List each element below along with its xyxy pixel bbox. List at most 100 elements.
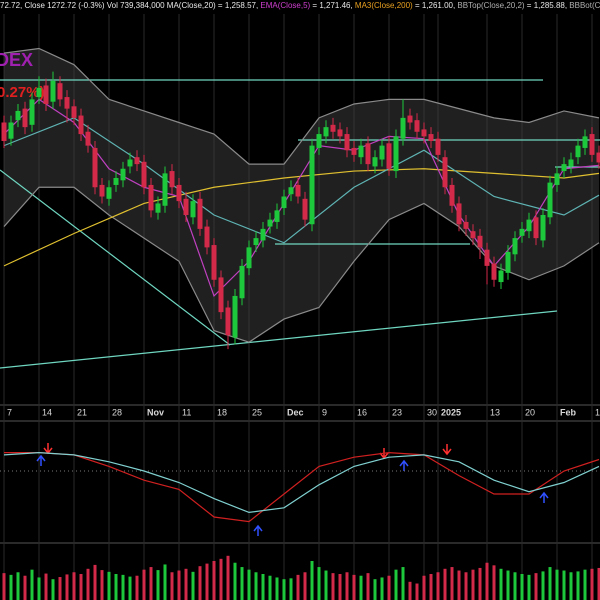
volume-bar	[30, 569, 34, 600]
volume-bar	[191, 571, 195, 600]
candle-body	[596, 152, 600, 163]
volume-bar	[261, 574, 265, 600]
header-segment: 72.72, Close 1272.72 (-0.3%) Vol 739,384…	[0, 1, 167, 10]
volume-bar	[51, 579, 55, 600]
volume-bar	[247, 569, 251, 600]
candle-body	[169, 171, 175, 188]
candle-body	[85, 131, 91, 146]
volume-bar	[79, 574, 83, 600]
volume-bar	[65, 574, 69, 600]
candle-body	[106, 187, 112, 199]
buy-arrow	[539, 491, 549, 503]
volume-bar	[366, 573, 370, 600]
candle-body	[127, 159, 133, 167]
volume-bar	[583, 569, 587, 600]
candle-body	[428, 134, 434, 141]
header-segment: = 1,261.00,	[413, 1, 458, 10]
indicator-line	[3, 186, 600, 343]
candle-body	[134, 157, 140, 165]
header-segment: MA(Close,20)	[167, 1, 216, 10]
candle-body	[547, 182, 553, 218]
candle-body	[232, 295, 238, 338]
candle-body	[470, 231, 476, 239]
volume-bar	[37, 577, 41, 600]
candle-body	[379, 145, 385, 160]
candle-body	[449, 184, 455, 206]
candle-body	[29, 99, 35, 125]
volume-bar	[275, 577, 279, 600]
trend-line	[0, 310, 558, 369]
x-tick-label: Dec	[287, 407, 304, 417]
volume-bar	[233, 562, 237, 600]
candle-body	[43, 85, 49, 104]
x-tick-label: 10	[595, 407, 600, 417]
volume-bar	[226, 555, 230, 600]
candle-body	[421, 129, 427, 137]
volume-bar	[576, 571, 580, 600]
candle-body	[71, 106, 77, 118]
candle-body	[407, 115, 413, 123]
volume-bar	[23, 575, 27, 600]
volume-bar	[534, 573, 538, 600]
candle-body	[288, 187, 294, 195]
candle-body	[330, 124, 336, 132]
volume-bar	[289, 578, 293, 600]
volume-bar	[373, 579, 377, 600]
candle-body	[533, 217, 539, 239]
volume-bar	[142, 569, 146, 600]
buy-arrow	[36, 454, 46, 466]
volume-bar	[478, 567, 482, 600]
sell-arrow	[43, 443, 53, 455]
indicator-line	[3, 47, 600, 165]
volume-bar	[268, 575, 272, 600]
volume-bar	[58, 577, 62, 600]
candle-body	[113, 178, 119, 185]
candle-body	[358, 145, 364, 158]
candle-body	[365, 143, 371, 165]
candle-body	[57, 83, 63, 100]
candle-body	[281, 196, 287, 209]
volume-bar	[338, 574, 342, 600]
indicator-line	[3, 451, 600, 514]
candle-body	[512, 238, 518, 255]
candle-body	[540, 215, 546, 241]
signal-arrows	[36, 443, 549, 536]
volume-bar	[170, 572, 174, 600]
volume-bar	[156, 570, 160, 600]
candle-body	[64, 97, 70, 109]
candle-body	[295, 184, 301, 197]
volume-bar	[471, 569, 475, 600]
x-tick-label: Nov	[147, 407, 164, 417]
volume-bar	[345, 572, 349, 600]
candle-body	[435, 138, 441, 155]
volume-bar	[282, 579, 286, 600]
header-segment: = 1,271.46,	[310, 1, 355, 10]
candle-body	[561, 164, 567, 172]
candle-body	[246, 247, 252, 269]
header-segment: = 1,285.88,	[525, 1, 570, 10]
candle-body	[554, 173, 560, 185]
candle-body	[162, 173, 168, 206]
volume-bar	[128, 576, 132, 600]
volume-bar	[163, 564, 167, 600]
volume-bar	[93, 564, 97, 600]
volume-bar	[527, 574, 531, 600]
candle-body	[183, 198, 189, 215]
buy-arrow	[399, 459, 409, 471]
panel-frames	[0, 404, 600, 544]
volume-bar	[464, 572, 468, 600]
indicator-line	[3, 168, 600, 267]
candle-body	[442, 157, 448, 188]
x-tick-label: 28	[112, 407, 122, 417]
candle-body	[582, 136, 588, 148]
header-segment: EMA(Close,5)	[260, 1, 310, 10]
volume-bar	[548, 567, 552, 600]
header-segment: BBBot(Clos	[569, 1, 600, 10]
volume-bar	[240, 567, 244, 600]
candle-body	[351, 147, 357, 155]
candle-body	[456, 203, 462, 225]
x-tick-label: 18	[217, 407, 227, 417]
volume-bar	[114, 574, 118, 600]
volume-bar	[324, 570, 328, 600]
background-layer	[3, 14, 599, 600]
